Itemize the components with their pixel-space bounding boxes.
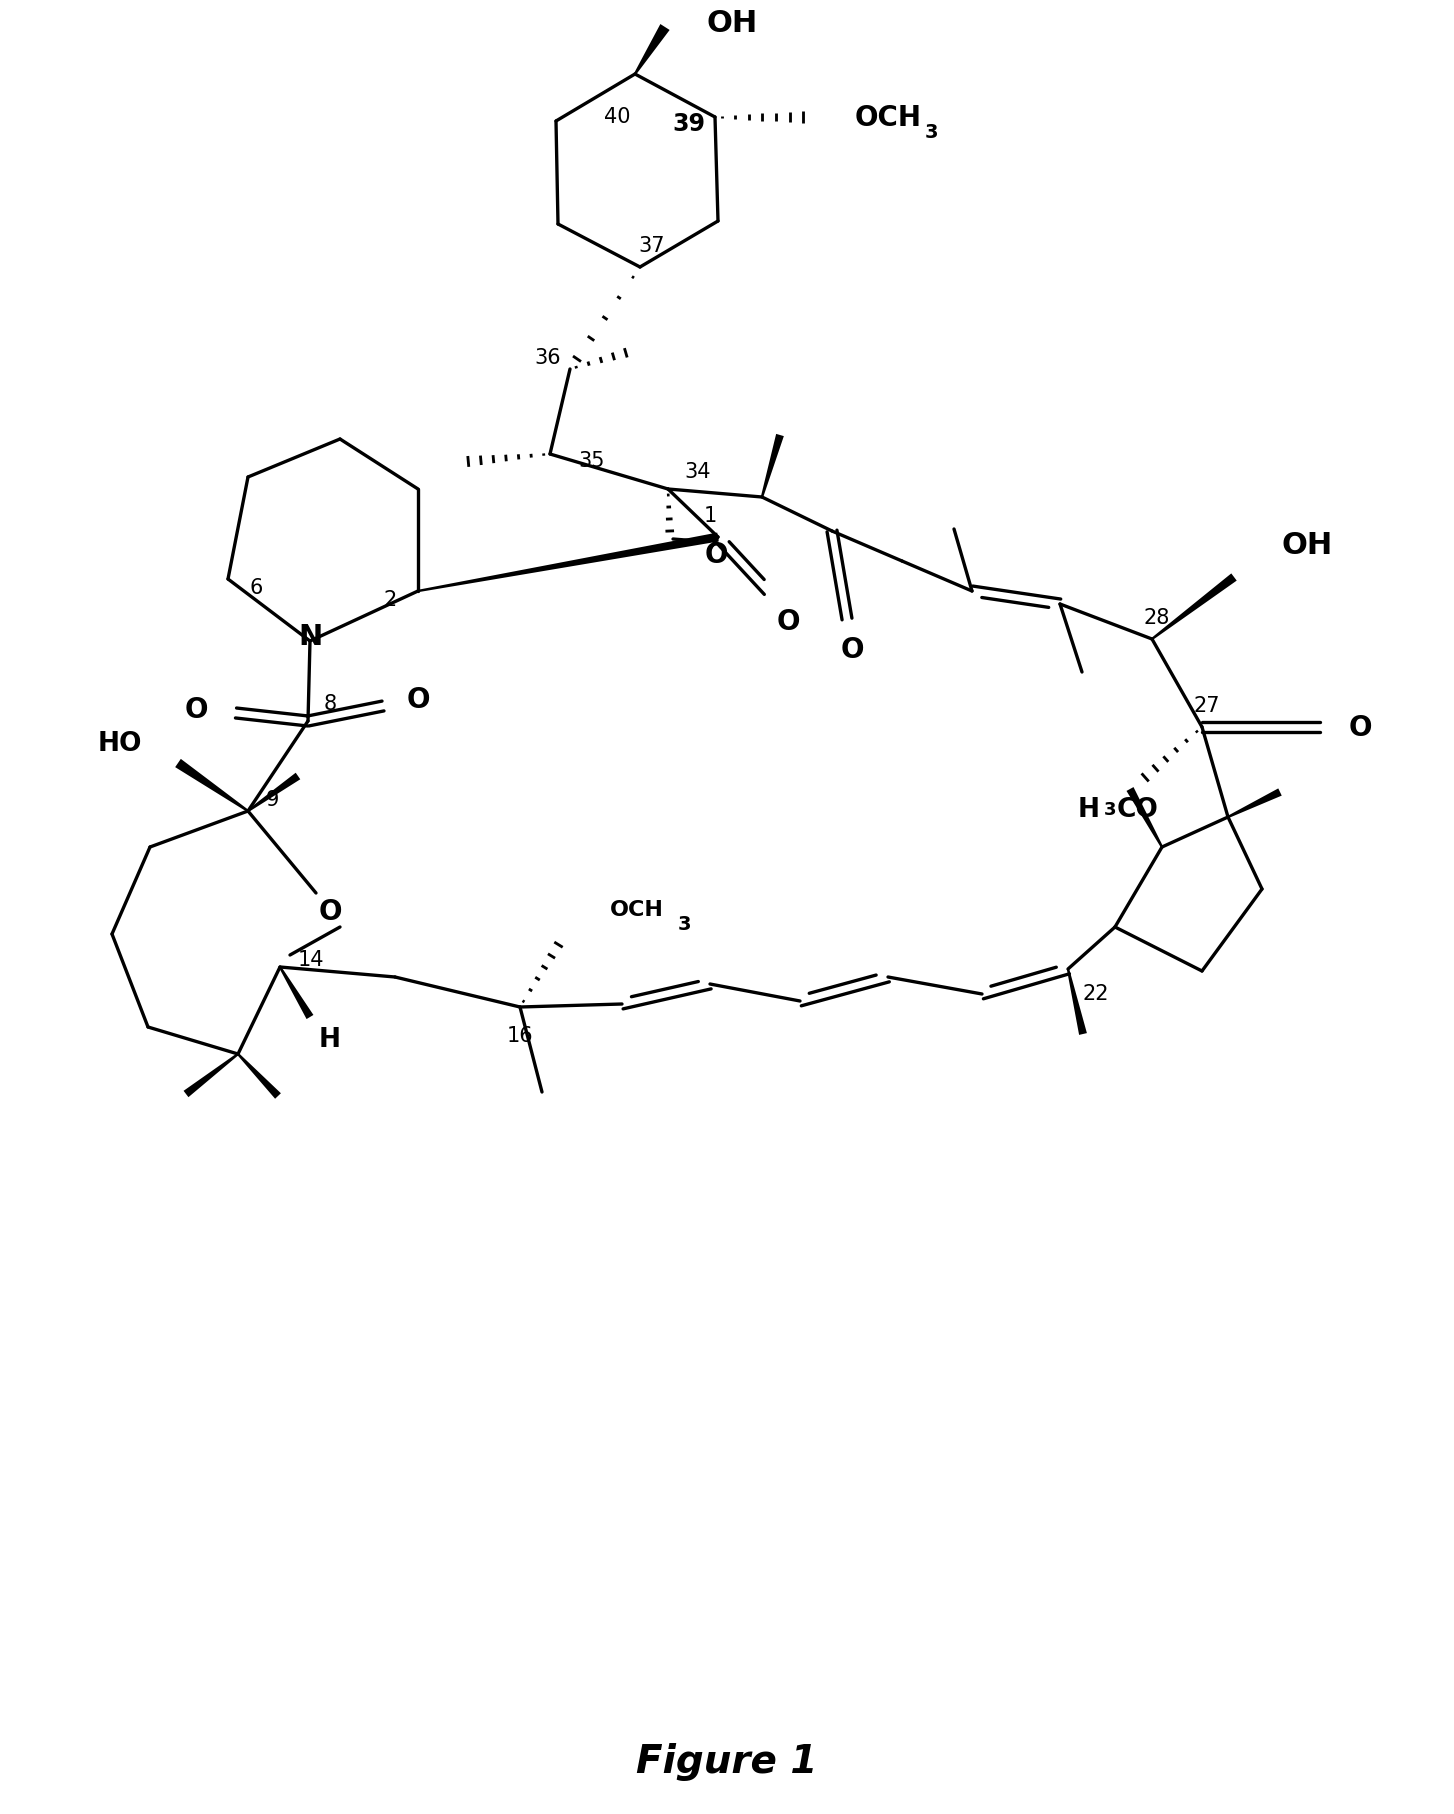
Text: 27: 27 <box>1194 695 1220 715</box>
Text: 8: 8 <box>324 693 337 713</box>
Text: H: H <box>1077 796 1101 822</box>
Text: O: O <box>406 686 430 713</box>
Text: 22: 22 <box>1083 983 1109 1003</box>
Text: OCH: OCH <box>855 103 922 132</box>
Text: O: O <box>704 541 728 568</box>
Text: OCH: OCH <box>611 900 664 920</box>
Polygon shape <box>237 1054 281 1099</box>
Text: O: O <box>840 635 864 664</box>
Text: O: O <box>776 608 800 635</box>
Polygon shape <box>760 435 784 499</box>
Text: CO: CO <box>1117 796 1159 822</box>
Polygon shape <box>247 773 301 813</box>
Text: O: O <box>318 898 342 925</box>
Text: 2: 2 <box>384 590 397 610</box>
Text: 37: 37 <box>638 236 666 256</box>
Text: 3: 3 <box>678 914 692 932</box>
Text: 34: 34 <box>683 463 711 483</box>
Text: 28: 28 <box>1144 608 1170 628</box>
Text: 36: 36 <box>535 348 561 368</box>
Text: N: N <box>298 622 323 651</box>
Text: 39: 39 <box>673 112 705 136</box>
Text: 16: 16 <box>506 1025 534 1045</box>
Polygon shape <box>417 533 718 593</box>
Polygon shape <box>183 1054 238 1097</box>
Polygon shape <box>1227 789 1282 818</box>
Text: 9: 9 <box>266 789 279 809</box>
Polygon shape <box>1067 969 1088 1036</box>
Text: 6: 6 <box>249 577 263 597</box>
Text: Figure 1: Figure 1 <box>637 1741 817 1780</box>
Text: 14: 14 <box>298 949 324 969</box>
Text: HO: HO <box>97 731 142 756</box>
Polygon shape <box>1152 573 1237 640</box>
Text: OH: OH <box>1282 530 1333 559</box>
Text: 3: 3 <box>925 122 938 141</box>
Text: 35: 35 <box>579 450 605 472</box>
Text: 3: 3 <box>1104 800 1117 818</box>
Polygon shape <box>634 25 670 76</box>
Polygon shape <box>279 967 314 1019</box>
Polygon shape <box>174 760 249 813</box>
Text: O: O <box>185 695 208 724</box>
Text: OH: OH <box>707 9 758 38</box>
Text: 40: 40 <box>603 107 630 127</box>
Text: 1: 1 <box>704 506 717 526</box>
Polygon shape <box>1127 787 1163 849</box>
Text: O: O <box>1348 713 1371 742</box>
Text: H: H <box>318 1027 342 1052</box>
